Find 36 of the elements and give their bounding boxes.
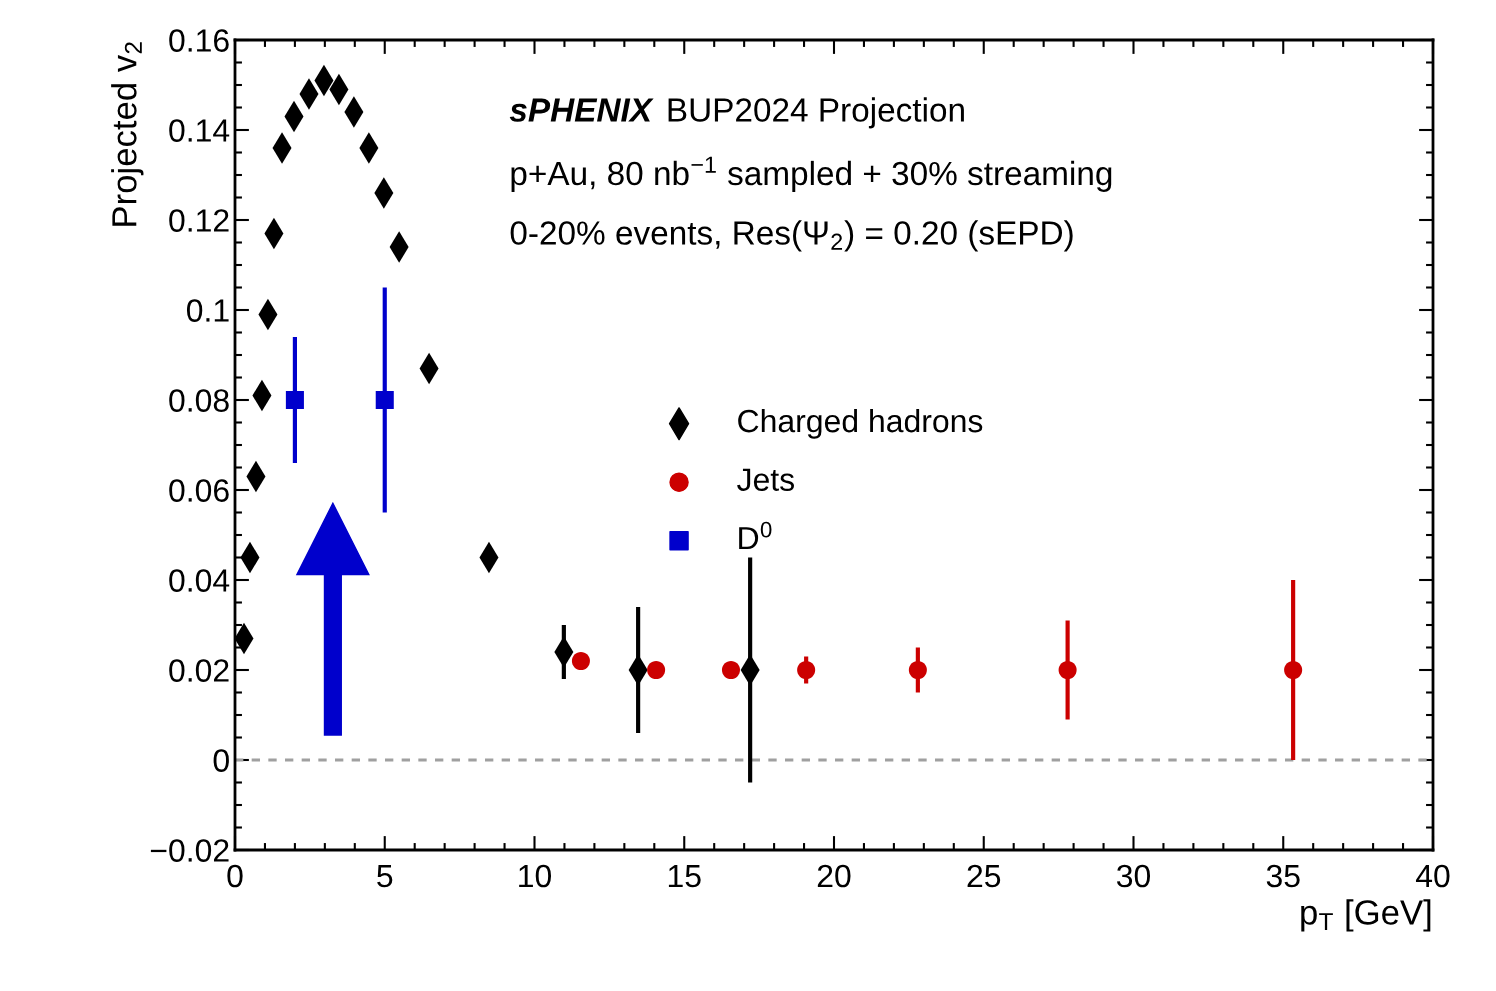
- point: [647, 660, 666, 680]
- x-tick-label: 40: [1415, 864, 1450, 888]
- y-tick-label: 0.16: [169, 29, 229, 52]
- x-axis-title: p$_{T}$ [GeV]: [1301, 899, 1431, 932]
- x-tick-label: 35: [1266, 864, 1300, 888]
- annotation: sPHENIX: [509, 98, 654, 122]
- y-tick-label: 0.02: [169, 659, 229, 682]
- y-tick-label: 0.12: [169, 209, 229, 232]
- y-tick-label: 0.08: [169, 389, 229, 412]
- point: [1284, 660, 1303, 680]
- legend-label: Jets: [737, 468, 794, 491]
- point: [571, 651, 590, 671]
- x-tick-label: 30: [1116, 864, 1151, 888]
- x-tick-label: 10: [519, 864, 552, 888]
- annotation: 0-20% events, Res(Ψ$_{2}$) = 0.20 (sEPD): [510, 220, 1073, 252]
- y-tick-label: 0.06: [169, 479, 229, 502]
- x-tick-label: 5: [377, 865, 393, 888]
- point: [1058, 660, 1077, 680]
- annotation: p+Au, 80 nb$^{−1}$ sampled + 30% streaming: [511, 156, 1112, 192]
- point: [375, 390, 394, 410]
- point: [285, 390, 304, 410]
- y-tick-label: 0.1: [186, 299, 229, 322]
- x-tick-label: 20: [817, 864, 851, 888]
- y-tick-label: 0.14: [169, 119, 230, 142]
- legend-label: Charged hadrons: [738, 408, 983, 439]
- x-tick-label: 25: [967, 864, 1001, 888]
- x-tick-label: 15: [668, 865, 701, 888]
- y-tick-label: 0: [213, 749, 229, 772]
- point: [908, 660, 927, 680]
- annotation: BUP2024 Projection: [668, 97, 964, 129]
- y-axis-title: Projected v$_{2}$: [111, 42, 144, 226]
- y-tick-label: −0.02: [150, 839, 229, 862]
- point: [721, 660, 740, 680]
- legend-label: D$^{0}$: [739, 521, 772, 550]
- point: [797, 660, 816, 680]
- y-tick-label: 0.04: [169, 569, 230, 592]
